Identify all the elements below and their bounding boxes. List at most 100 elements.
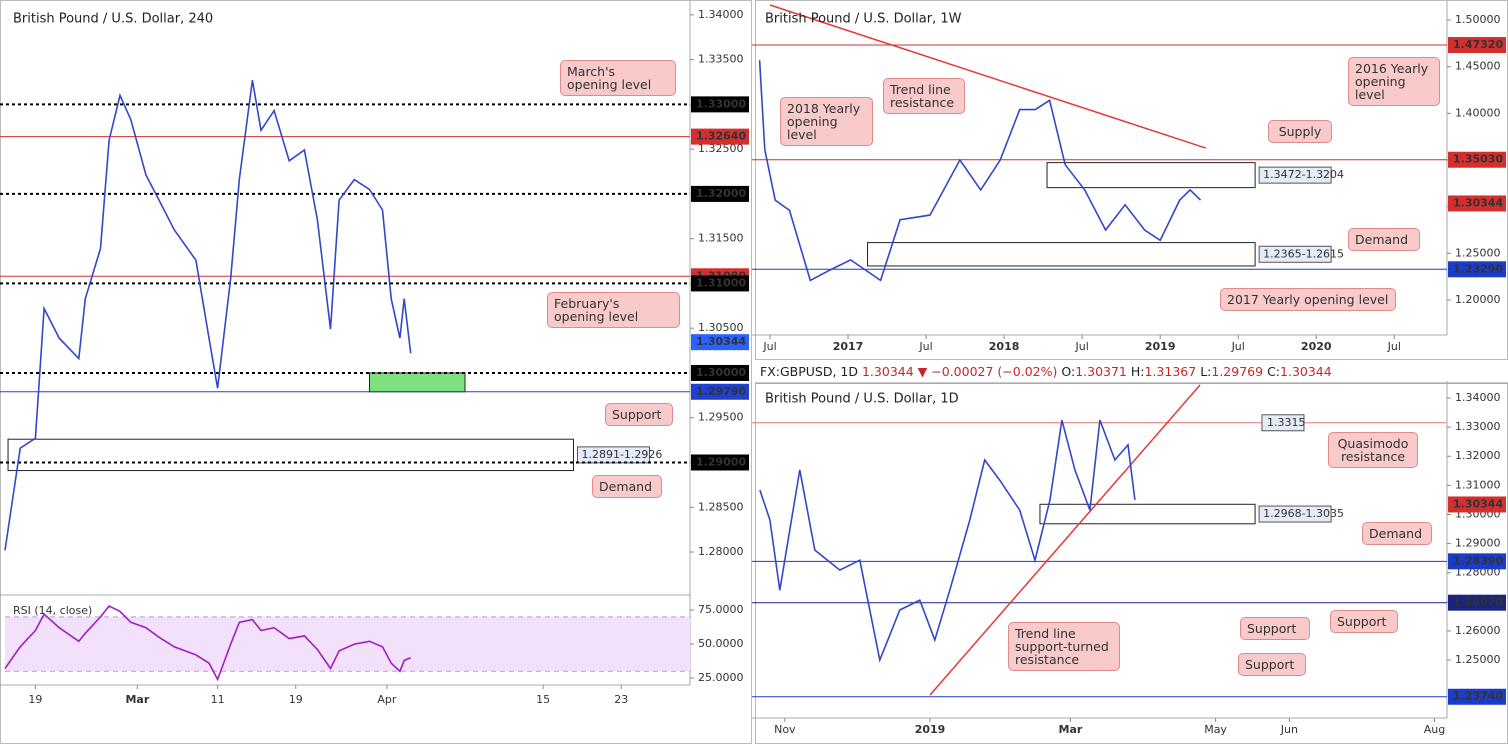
info-bar: FX:GBPUSD, 1D 1.30344 ▼ −0.00027 (−0.02%… xyxy=(760,364,1332,379)
ohlc-key: H: xyxy=(1130,364,1145,379)
callout: March's opening level xyxy=(560,60,676,96)
trend-line xyxy=(769,4,1206,149)
price-tag-label: 1.31000 xyxy=(696,276,746,289)
ohlc-value: 1.30371 xyxy=(1075,364,1127,379)
change: −0.00027 (−0.02%) xyxy=(931,364,1058,379)
y-tick-label: 25.0000 xyxy=(698,671,744,684)
last: 1.30344 xyxy=(861,364,914,379)
arrow: ▼ xyxy=(917,364,928,379)
callout: Trend line resistance xyxy=(883,78,965,114)
x-tick-label: Jul xyxy=(762,340,776,353)
zone-label: 1.2365-1.2615 xyxy=(1263,247,1344,260)
price-tag-label: 1.30344 xyxy=(696,335,746,348)
callout: Support xyxy=(1238,653,1306,676)
callout: Supply xyxy=(1268,120,1332,143)
chart-title: British Pound / U.S. Dollar, 240 xyxy=(13,12,213,27)
ohlc-value: 1.31367 xyxy=(1144,364,1197,379)
x-tick-label: Jul xyxy=(1387,340,1401,353)
price-tag xyxy=(1448,151,1506,168)
callout: 2017 Yearly opening level xyxy=(1220,288,1396,311)
ohlc-value: 1.29769 xyxy=(1211,364,1264,379)
callout: February's opening level xyxy=(547,292,680,328)
price-tag-label: 1.30344 xyxy=(1453,196,1503,209)
callout: 2018 Yearly opening level xyxy=(780,97,873,146)
callout: Support xyxy=(1330,610,1398,633)
price-line xyxy=(4,604,412,682)
price-tag-label: 1.23290 xyxy=(1453,262,1503,275)
y-tick-label: 1.33500 xyxy=(698,53,744,66)
price-tag-label: 1.30344 xyxy=(1453,497,1503,510)
price-tag xyxy=(1448,195,1506,212)
chart-title: RSI (14, close) xyxy=(13,604,92,617)
symbol: FX:GBPUSD, 1D xyxy=(760,364,858,379)
zone-label: 1.3472-1.3204 xyxy=(1263,168,1344,181)
price-tag-label: 1.29000 xyxy=(696,455,746,468)
callout: Trend line support-turned resistance xyxy=(1008,622,1120,671)
price-tag-label: 1.23740 xyxy=(1453,690,1503,703)
callout: Support xyxy=(605,403,673,426)
price-tag xyxy=(691,364,749,381)
zone-label: 1.2968-1.3035 xyxy=(1263,507,1344,520)
x-tick-label: 2017 xyxy=(833,340,864,353)
x-tick-label: 2019 xyxy=(1145,340,1176,353)
price-tag xyxy=(1448,496,1506,513)
callout: Demand xyxy=(1362,522,1432,545)
price-tag-label: 1.35030 xyxy=(1453,153,1503,166)
ohlc-key: C: xyxy=(1267,364,1281,379)
zone-label: 1.2891-1.2926 xyxy=(581,448,662,461)
x-tick-label: May xyxy=(1204,723,1227,736)
y-tick-label: 1.28500 xyxy=(698,500,744,513)
x-tick-label: Apr xyxy=(377,693,397,706)
x-tick-label: 15 xyxy=(536,693,550,706)
ohlc-key: O: xyxy=(1061,364,1076,379)
price-tag xyxy=(691,275,749,292)
y-tick-label: 1.31000 xyxy=(1455,478,1501,491)
y-tick-label: 1.45000 xyxy=(1455,60,1501,73)
y-tick-label: 1.28000 xyxy=(698,545,744,558)
zone-label-box xyxy=(1258,245,1332,263)
x-tick-label: 23 xyxy=(614,693,628,706)
x-tick-label: 2020 xyxy=(1301,340,1332,353)
price-tag xyxy=(691,128,749,145)
price-tag xyxy=(1448,37,1506,54)
price-line xyxy=(4,80,412,551)
zone xyxy=(867,242,1256,267)
price-tag xyxy=(1448,594,1506,611)
x-tick-label: Jun xyxy=(1280,723,1298,736)
zone xyxy=(1046,162,1256,189)
price-tag-label: 1.32000 xyxy=(696,187,746,200)
zone-label-box xyxy=(1258,166,1332,184)
price-tag-label: 1.47320 xyxy=(1453,38,1503,51)
callout: Demand xyxy=(592,475,662,498)
callout: 2016 Yearly opening level xyxy=(1348,57,1440,106)
zone xyxy=(7,438,574,472)
callout: Demand xyxy=(1348,228,1420,251)
x-tick-label: Nov xyxy=(774,723,796,736)
chart-title: British Pound / U.S. Dollar, 1W xyxy=(765,12,962,27)
y-tick-label: 1.30500 xyxy=(698,321,744,334)
x-tick-label: 2019 xyxy=(915,723,946,736)
y-tick-label: 1.29500 xyxy=(698,411,744,424)
price-line xyxy=(759,419,1136,663)
chart-title: British Pound / U.S. Dollar, 1D xyxy=(765,392,959,407)
price-tag xyxy=(691,334,749,351)
price-tag-label: 1.29790 xyxy=(696,385,746,398)
price-tag xyxy=(1448,688,1506,705)
price-tag-label: 1.33000 xyxy=(696,97,746,110)
y-tick-label: 1.25000 xyxy=(1455,246,1501,259)
x-tick-label: 19 xyxy=(289,693,303,706)
zone xyxy=(369,372,466,393)
y-tick-label: 1.34000 xyxy=(698,8,744,21)
x-tick-label: 2018 xyxy=(989,340,1020,353)
callout: Support xyxy=(1240,617,1310,640)
price-tag-label: 1.32640 xyxy=(696,130,746,143)
price-tag xyxy=(691,96,749,113)
price-tag xyxy=(691,454,749,471)
y-tick-label: 1.20000 xyxy=(1455,293,1501,306)
y-tick-label: 1.34000 xyxy=(1455,391,1501,404)
y-tick-label: 1.31500 xyxy=(698,232,744,245)
price-tag xyxy=(1448,261,1506,278)
y-tick-label: 1.33000 xyxy=(1455,420,1501,433)
trend-line xyxy=(929,384,1201,696)
